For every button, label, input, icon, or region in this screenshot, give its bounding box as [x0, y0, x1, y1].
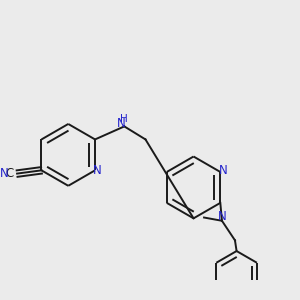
Text: N: N	[218, 164, 227, 178]
Text: H: H	[120, 114, 128, 124]
Text: C: C	[6, 167, 14, 180]
Text: N: N	[117, 117, 126, 130]
Text: N: N	[218, 210, 226, 224]
Text: N: N	[0, 167, 9, 180]
Text: N: N	[93, 164, 102, 178]
